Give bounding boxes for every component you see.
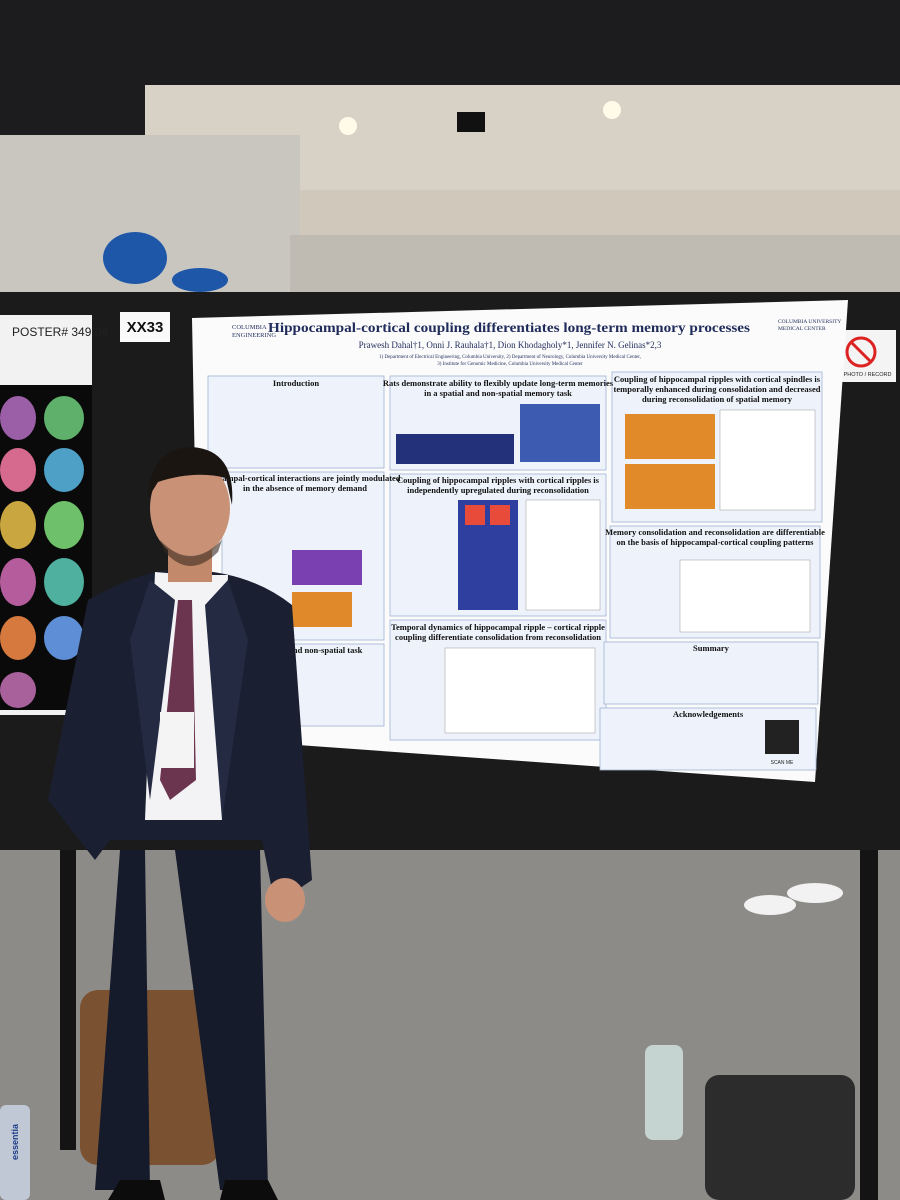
- badge: [160, 712, 194, 768]
- figure: [719, 409, 816, 511]
- section-heading: in the absence of memory demand: [243, 483, 367, 493]
- logo-right: COLUMBIA UNIVERSITY: [778, 319, 841, 325]
- blue-duct: [172, 268, 228, 292]
- board-leg: [860, 850, 878, 1200]
- sneaker: [787, 883, 843, 903]
- brain-scan: [44, 448, 84, 492]
- leg: [95, 850, 150, 1190]
- hair: [148, 447, 233, 505]
- section-heading: tic and non-spatial task: [278, 645, 363, 655]
- sneaker: [744, 895, 796, 915]
- poster-affiliation: 1) Department of Electrical Engineering,…: [379, 355, 641, 360]
- brain-scan: [0, 501, 36, 549]
- brain-scan: [0, 672, 36, 708]
- board-label-card: [120, 312, 170, 342]
- light: [603, 101, 621, 119]
- brain-scan: [0, 396, 36, 440]
- poster-affiliation: 3) Institute for Genomic Medicine, Colum…: [437, 362, 583, 367]
- section-heading: in a spatial and non-spatial memory task: [424, 388, 572, 398]
- poster-authors: Prawesh Dahal†1, Onni J. Rauhala†1, Dion…: [359, 340, 662, 350]
- blue-duct: [103, 232, 167, 284]
- bag: [705, 1075, 855, 1200]
- panel: [603, 641, 819, 705]
- shoe: [108, 1180, 165, 1200]
- section-heading: temporally enhanced during consolidation…: [614, 384, 821, 394]
- brain-scan: [44, 616, 84, 660]
- ceiling-beam: [200, 190, 900, 235]
- water-bottle: [0, 1105, 30, 1200]
- figure: [525, 499, 601, 611]
- section-heading: on the basis of hippocampal-cortical cou…: [617, 537, 815, 547]
- brain-scan: [44, 396, 84, 440]
- poster-figures: [292, 404, 816, 754]
- poster-title: Hippocampal-cortical coupling differenti…: [268, 321, 751, 336]
- logo-left: COLUMBIA: [232, 324, 267, 331]
- shoe: [220, 1180, 278, 1200]
- brain-scan: [0, 616, 36, 660]
- brain-scan: [0, 448, 36, 492]
- lapel: [130, 580, 175, 800]
- bottle-label: essentia: [10, 1123, 20, 1160]
- figure: [292, 550, 362, 585]
- sign-icon: [849, 340, 873, 364]
- brain-scan: [44, 501, 84, 549]
- qr-code: [765, 720, 799, 754]
- brain-scans: [0, 396, 84, 708]
- section-heading: coupling differentiate consolidation fro…: [395, 632, 601, 642]
- figure: [444, 647, 596, 734]
- figure: [292, 592, 352, 627]
- figure: [679, 559, 811, 633]
- leg: [175, 850, 268, 1190]
- section-heading: Rats demonstrate ability to flexibly upd…: [383, 378, 614, 388]
- beard: [160, 540, 222, 566]
- board-label: XX33: [127, 319, 164, 336]
- logo-left: ENGINEERING: [232, 332, 276, 339]
- figure: [520, 404, 600, 462]
- section-heading: Coupling of hippocampal ripples with cor…: [397, 475, 600, 485]
- brain-scan: [0, 558, 36, 606]
- figure: [625, 414, 715, 459]
- board-leg: [60, 850, 76, 1150]
- figure: [625, 464, 715, 509]
- light: [339, 117, 357, 135]
- poster-number: POSTER# 349.09: [12, 325, 108, 339]
- projector: [457, 112, 485, 132]
- section-heading: Acknowledgements: [673, 709, 744, 719]
- panel: [207, 375, 385, 469]
- qr-caption: SCAN ME: [771, 760, 794, 766]
- lapel: [205, 580, 248, 820]
- hand: [265, 878, 305, 922]
- section-heading: Introduction: [273, 378, 319, 388]
- logo-right: MEDICAL CENTER: [778, 326, 826, 332]
- section-heading: Memory consolidation and reconsolidation…: [605, 527, 825, 537]
- section-heading: during reconsolidation of spatial memory: [642, 394, 793, 404]
- section-heading: independently upregulated during reconso…: [407, 485, 589, 495]
- figure: [490, 505, 510, 525]
- sign-text: NO - PHOTO / RECORD: [830, 372, 891, 378]
- section-heading: Coupling of hippocampal ripples with cor…: [614, 374, 821, 384]
- section-heading: pocampal-cortical interactions are joint…: [209, 473, 400, 483]
- brain-scan: [44, 558, 84, 606]
- figure: [396, 434, 514, 464]
- sign-icon: [845, 336, 877, 368]
- face: [150, 458, 230, 558]
- section-heading: Temporal dynamics of hippocampal ripple …: [391, 622, 605, 632]
- person: [48, 447, 312, 1200]
- section-heading: Summary: [693, 643, 730, 653]
- wall: [290, 235, 900, 295]
- water-bottle: [645, 1045, 683, 1140]
- figure: [465, 505, 485, 525]
